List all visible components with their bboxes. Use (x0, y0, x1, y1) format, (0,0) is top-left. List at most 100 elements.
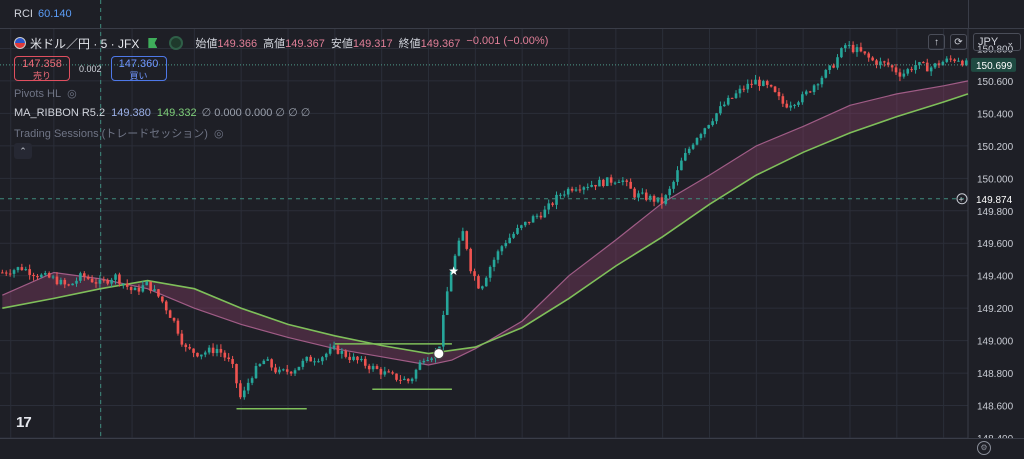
currency-selector[interactable]: JPY ⌄ (973, 33, 1021, 51)
candle-body (118, 274, 121, 284)
candle-body (637, 193, 640, 198)
candle-body (680, 160, 683, 171)
candle-body (254, 366, 258, 379)
candle-body (422, 360, 426, 363)
candle-body (172, 317, 176, 321)
candle-body (129, 286, 133, 291)
y-tick-label: 149.600 (977, 239, 1014, 250)
price-chart[interactable]: ★ 150.800 150.600 150.400 150.200 150.000 149… (0, 0, 1024, 438)
star-marker-icon[interactable]: ★ (448, 264, 459, 278)
candle-body (695, 138, 699, 145)
candle-body (801, 94, 804, 103)
candle-body (16, 267, 20, 271)
usd-jpy-flag-icon (14, 37, 26, 49)
ma-fast-line (2, 80, 969, 366)
candle-body (4, 272, 8, 274)
candle-body (570, 188, 574, 191)
candle-body (313, 361, 316, 363)
sessions-indicator[interactable]: Trading Sessions (トレードセッション) ◎ (14, 125, 224, 141)
high-value: 149.367 (285, 38, 325, 50)
candle-body (453, 255, 457, 272)
pivots-indicator[interactable]: Pivots HL ◎ (14, 87, 77, 101)
candle-body (12, 270, 16, 274)
candle-body (672, 181, 675, 189)
candle-body (543, 209, 547, 218)
candle-body (898, 72, 902, 77)
candle-body (566, 188, 570, 195)
collapse-legend-button[interactable]: ⌃ (14, 143, 32, 159)
candle-body (765, 81, 769, 85)
candle-body (527, 221, 531, 223)
candle-body (406, 378, 410, 382)
candle-body (847, 44, 851, 46)
candle-body (851, 44, 855, 53)
candle-body (625, 180, 629, 182)
sell-button[interactable]: 147.358 売り (14, 56, 70, 81)
candle-body (738, 88, 742, 94)
candle-body (812, 85, 816, 93)
event-marker-icon[interactable] (433, 348, 445, 360)
candle-body (824, 69, 828, 78)
refresh-icon[interactable]: ⟳ (950, 34, 967, 50)
settings-gear-icon[interactable]: ⚙ (977, 441, 991, 455)
eye-hidden-icon[interactable]: ◎ (213, 127, 224, 140)
candle-body (641, 192, 644, 194)
arrow-up-icon[interactable]: ↑ (928, 34, 945, 50)
candle-body (512, 233, 515, 238)
add-alert-plus-icon[interactable]: + (959, 194, 964, 204)
candle-body (285, 369, 289, 372)
time-axis[interactable] (0, 438, 1024, 459)
tradingview-logo[interactable]: 17 (16, 414, 32, 431)
eye-hidden-icon[interactable]: ◎ (67, 88, 77, 100)
rci-pane: RCI 60.140 (0, 0, 1024, 29)
candle-body (449, 271, 453, 292)
candle-body (67, 284, 70, 286)
candle-body (399, 379, 402, 381)
candle-body (176, 320, 180, 334)
candle-body (114, 274, 117, 280)
candle-body (223, 352, 227, 358)
candle-body (496, 251, 500, 260)
candle-body (508, 237, 511, 244)
candle-body (484, 277, 488, 287)
candle-body (145, 281, 149, 286)
green-flag-icon[interactable] (148, 38, 158, 48)
ma-ribbon-indicator[interactable]: MA_RIBBON R5.2 149.380 149.332 ∅ 0.000 0… (14, 106, 310, 120)
candle-body (371, 366, 375, 370)
candle-body (859, 47, 863, 52)
candle-body (75, 280, 78, 284)
candle-body (328, 348, 332, 354)
candle-body (461, 231, 465, 241)
candle-body (141, 285, 145, 292)
candle-body (949, 58, 952, 60)
candle-body (746, 83, 750, 90)
candle-body (352, 356, 355, 360)
chevron-down-icon: ⌄ (1006, 37, 1014, 47)
candle-body (594, 184, 597, 187)
candle-body (86, 276, 90, 279)
candle-body (840, 48, 843, 58)
buy-button[interactable]: 147.360 買い (110, 56, 167, 81)
candle-body (559, 194, 562, 196)
candle-body (59, 279, 63, 285)
candle-body (445, 291, 449, 315)
rci-label: RCI (14, 8, 33, 20)
candle-body (754, 79, 757, 85)
candle-body (184, 344, 188, 348)
candle-body (785, 103, 789, 108)
candle-body (360, 358, 363, 361)
add-alert-icon[interactable] (956, 193, 968, 205)
candle-body (762, 81, 765, 87)
candle-body (578, 189, 582, 191)
ohlc-values: 始値149.366 高値149.367 安値149.317 終値149.367 … (195, 35, 548, 51)
ma-slow-value: 149.332 (156, 106, 197, 119)
y-tick-label: 148.600 (977, 402, 1014, 413)
candle-body (180, 333, 184, 345)
candle-body (953, 59, 956, 62)
candle-body (656, 197, 660, 202)
candle-body (879, 61, 882, 66)
close-label: 終値 (398, 38, 421, 50)
candle-body (110, 279, 113, 284)
symbol-title[interactable]: 米ドル／円 · 5 · JFX (30, 36, 140, 51)
candle-body (867, 53, 871, 58)
